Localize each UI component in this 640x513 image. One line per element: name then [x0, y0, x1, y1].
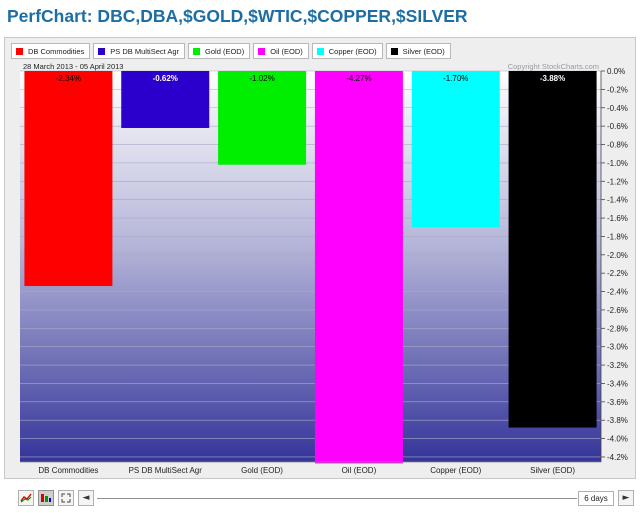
- y-tick-label: -2.2%: [607, 269, 628, 278]
- copyright-label: Copyright StockCharts.com: [508, 62, 599, 71]
- x-tick-label: Copper (EOD): [430, 466, 481, 475]
- bar: [24, 71, 113, 287]
- bar: [411, 71, 500, 228]
- legend-label: Silver (EOD): [402, 46, 445, 56]
- scroll-left-button[interactable]: ◄: [78, 490, 94, 506]
- x-tick-label: Gold (EOD): [241, 466, 283, 475]
- legend-item[interactable]: Silver (EOD): [385, 43, 451, 59]
- y-tick-label: -1.8%: [607, 232, 628, 241]
- value-labels: -2.34% -0.62% -1.02% -4.27% -1.70% -3.88%: [56, 74, 566, 83]
- plot-background: [20, 71, 601, 462]
- y-tick-label: -0.2%: [607, 85, 628, 94]
- y-tick-label: -3.0%: [607, 343, 628, 352]
- x-tick-label: Oil (EOD): [342, 466, 377, 475]
- value-label: -4.27%: [346, 74, 371, 83]
- bar-chart-icon: [41, 494, 51, 502]
- y-tick-label: -1.6%: [607, 214, 628, 223]
- legend-item[interactable]: PS DB MultiSect Agr: [93, 43, 186, 59]
- bar: [314, 71, 403, 464]
- y-tick-label: -3.8%: [607, 416, 628, 425]
- legend-swatch: [16, 47, 23, 55]
- legend: DB Commodities PS DB MultiSect Agr Gold (E…: [11, 43, 451, 59]
- y-tick-label: -1.2%: [607, 177, 628, 186]
- legend-label: DB Commodities: [28, 46, 85, 56]
- y-tick-label: -1.4%: [607, 196, 628, 205]
- y-tick-label: -0.8%: [607, 141, 628, 150]
- y-tick-label: -3.2%: [607, 361, 628, 370]
- bar: [218, 71, 307, 165]
- legend-label: PS DB MultiSect Agr: [110, 46, 180, 56]
- legend-label: Copper (EOD): [328, 46, 377, 56]
- y-tick-label: -4.2%: [607, 453, 628, 462]
- legend-swatch: [390, 47, 398, 55]
- y-tick-label: -2.4%: [607, 288, 628, 297]
- line-chart-icon: [20, 493, 32, 503]
- scroll-right-button[interactable]: ►: [618, 490, 634, 506]
- legend-swatch: [316, 47, 324, 55]
- line-chart-mode-button[interactable]: [18, 490, 34, 506]
- bar: [121, 71, 210, 128]
- chart-controls: ◄ 6 days ►: [18, 490, 636, 508]
- y-tick-label: -1.0%: [607, 159, 628, 168]
- y-tick-label: -2.0%: [607, 251, 628, 260]
- x-tick-label: PS DB MultiSect Agr: [129, 466, 203, 475]
- x-tick-label: Silver (EOD): [530, 466, 575, 475]
- y-axis: 0.0% -0.2% -0.4% -0.6% -0.8% -1.0% -1.2% -1.4% -…: [600, 67, 628, 462]
- legend-swatch: [193, 47, 201, 55]
- time-scrollbar[interactable]: [97, 498, 577, 499]
- x-axis: DB Commodities PS DB MultiSect Agr Gold (E…: [20, 461, 601, 475]
- x-tick-label: DB Commodities: [38, 466, 98, 475]
- legend-item[interactable]: Gold (EOD): [188, 43, 251, 59]
- legend-item[interactable]: Copper (EOD): [311, 43, 383, 59]
- y-tick-label: -3.6%: [607, 398, 628, 407]
- value-label: -0.62%: [153, 74, 178, 83]
- expand-icon: [61, 493, 71, 503]
- legend-label: Oil (EOD): [270, 46, 303, 56]
- period-display[interactable]: 6 days: [578, 491, 614, 506]
- y-tick-label: -2.8%: [607, 324, 628, 333]
- fullscreen-button[interactable]: [58, 490, 74, 506]
- legend-item[interactable]: Oil (EOD): [253, 43, 309, 59]
- y-tick-label: -2.6%: [607, 306, 628, 315]
- legend-swatch: [98, 47, 106, 55]
- y-tick-label: 0.0%: [607, 67, 625, 76]
- y-tick-label: -4.0%: [607, 435, 628, 444]
- legend-swatch: [258, 47, 266, 55]
- bar-chart-mode-button[interactable]: [38, 490, 54, 506]
- grid-lines: [20, 70, 601, 458]
- legend-item[interactable]: DB Commodities: [11, 43, 91, 59]
- y-tick-label: -0.6%: [607, 122, 628, 131]
- bars: [24, 71, 597, 464]
- page-title: PerfChart: DBC,DBA,$GOLD,$WTIC,$COPPER,$…: [7, 6, 468, 26]
- bar: [508, 71, 597, 428]
- value-label: -2.34%: [56, 74, 81, 83]
- value-label: -1.02%: [249, 74, 274, 83]
- y-tick-label: -3.4%: [607, 379, 628, 388]
- date-range-label: 28 March 2013 - 05 April 2013: [23, 62, 123, 71]
- y-tick-label: -0.4%: [607, 104, 628, 113]
- legend-label: Gold (EOD): [205, 46, 245, 56]
- value-label: -1.70%: [443, 74, 468, 83]
- value-label: -3.88%: [540, 74, 565, 83]
